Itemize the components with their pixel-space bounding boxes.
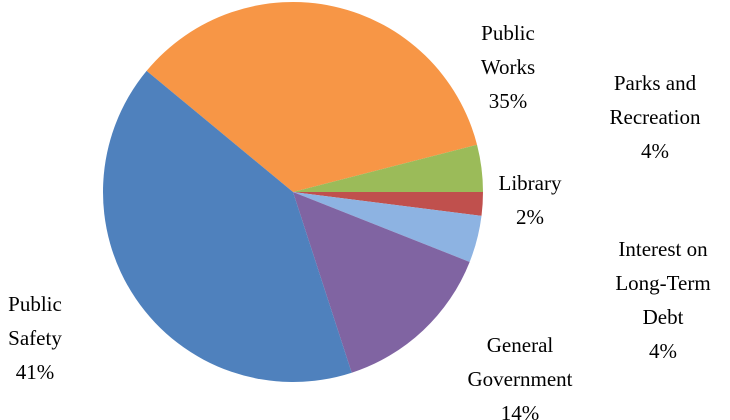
pie-slice — [293, 192, 483, 216]
category-name: General Government — [467, 333, 573, 391]
percent-label: 4% — [641, 139, 669, 163]
percent-label: 35% — [488, 89, 528, 113]
slice-label: Library 2% — [485, 166, 575, 234]
pie-slice — [293, 192, 470, 373]
slice-label: Interest on Long-Term Debt 4% — [603, 232, 723, 368]
pie-slice — [146, 1, 478, 192]
pie-slice — [102, 70, 352, 383]
category-name: Public Safety — [8, 292, 62, 350]
slice-label: General Government 14% — [445, 328, 595, 420]
category-name: Library — [498, 171, 562, 195]
slice-label: Parks and Recreation 4% — [590, 66, 720, 168]
category-name: Parks and Recreation — [609, 71, 701, 129]
percent-label: 41% — [15, 360, 55, 384]
percent-label: 4% — [649, 339, 677, 363]
category-name: Public Works — [480, 21, 536, 79]
percent-label: 2% — [516, 205, 544, 229]
category-name: Interest on Long-Term Debt — [615, 237, 711, 329]
pie-slice — [293, 144, 483, 192]
pie-slice — [293, 192, 482, 262]
slice-label: Public Safety 41% — [0, 287, 75, 389]
slice-label: Public Works 35% — [463, 16, 553, 118]
percent-label: 14% — [500, 401, 540, 420]
